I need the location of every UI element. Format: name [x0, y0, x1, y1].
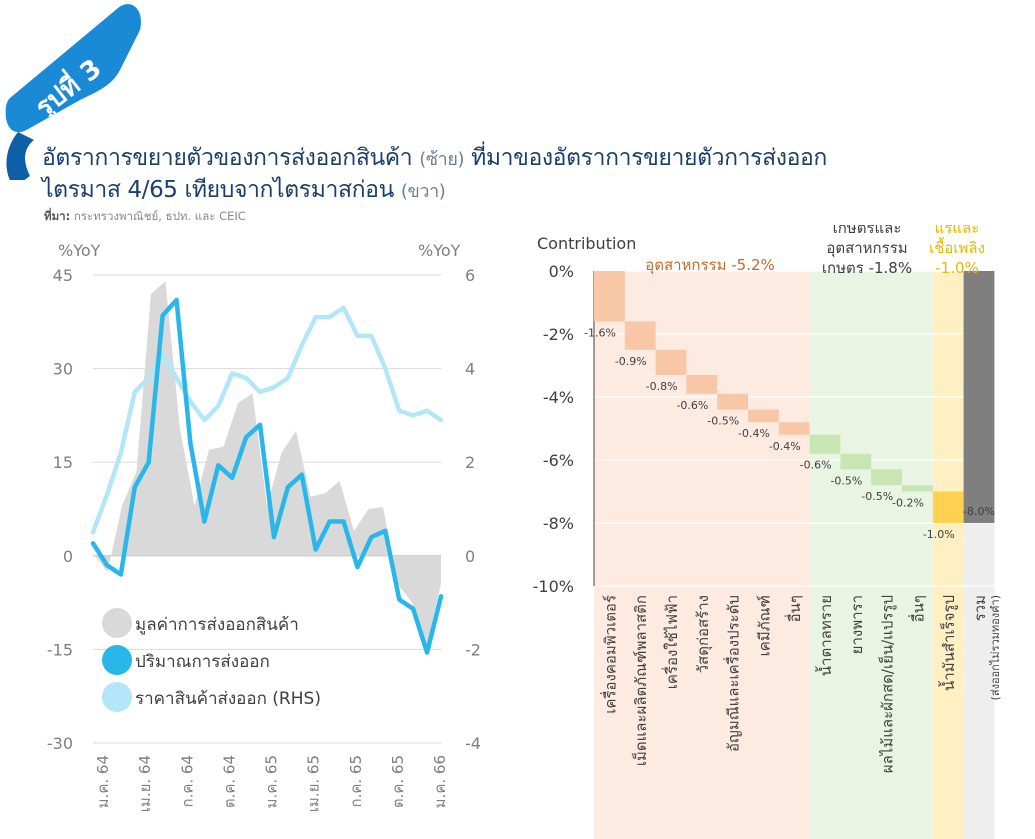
agri-band [810, 271, 933, 839]
wf-ytick-label: -6% [543, 451, 574, 470]
wf-bar [686, 375, 717, 394]
left-xtick-label: ก.ค. 65 [347, 755, 365, 808]
wf-value-label: -0.5% [830, 474, 862, 487]
wf-category-label: วัสดุก่อสร้าง [694, 595, 713, 673]
left-ytick-label: 45 [53, 266, 73, 285]
wf-category-label: เครื่องใช้ไฟฟ้า [661, 595, 681, 689]
left-xtick-label: ม.ค. 65 [263, 755, 281, 808]
wf-ytick-label: -10% [533, 577, 574, 596]
agri-group-label: เกษตร -1.8% [822, 259, 912, 277]
fuel-band [933, 271, 964, 839]
fuel-group-label: แร่และ [935, 225, 980, 237]
legend-export-price-swatch [102, 682, 132, 712]
right-ytick-label: 4 [465, 360, 475, 379]
legend-export-volume-swatch [102, 645, 132, 675]
legend-export-price-label: ราคาสินค้าส่งออก (RHS) [135, 689, 321, 709]
wf-value-label: -1.0% [923, 528, 955, 541]
wf-ytick-label: -4% [543, 388, 574, 407]
wf-value-label: -0.5% [707, 415, 739, 428]
wf-bar [810, 435, 841, 454]
wf-category-label: อัญมณีและเครื่องประดับ [723, 595, 743, 752]
agri-group-label: อุตสาหกรรม [826, 239, 907, 258]
title-line1-tail: ที่มาของอัตราการขยายตัวการส่งออก [471, 145, 827, 171]
legend-export-value-label: มูลค่าการส่งออกสินค้า [135, 615, 299, 635]
title-line1-paren: (ซ้าย) [419, 149, 464, 170]
wf-bar [902, 485, 933, 491]
left-line-chart: %YoY %YoY 45 30 15 0 -15 -30 6 4 2 0 -2 -4 ม.ค. 64 เ… [0, 225, 520, 839]
wf-category-label: อื่นๆ [784, 595, 804, 622]
fuel-group-label: -1.0% [935, 259, 979, 277]
right-ytick-label: 2 [465, 453, 475, 472]
right-ytick-label: -2 [465, 640, 481, 659]
agri-group-label: เกษตรและ [833, 225, 902, 237]
title-line-1: อัตราการขยายตัวของการส่งออกสินค้า (ซ้าย)… [42, 143, 827, 175]
wf-ytick-label: -8% [543, 514, 574, 533]
left-ytick-label: 30 [53, 360, 73, 379]
wf-category-label: รวม [971, 595, 989, 621]
wf-ytick-label: 0% [549, 262, 574, 281]
right-axis-title: %YoY [418, 241, 461, 260]
wf-bar [964, 271, 995, 523]
wf-value-label: -0.5% [861, 490, 893, 503]
wf-value-label: -1.6% [584, 326, 616, 339]
left-ytick-label: 15 [53, 453, 73, 472]
left-xtick-label: เม.ย. 65 [305, 755, 323, 812]
source-text: กระทรวงพาณิชย์, ธปท. และ CEIC [74, 209, 246, 223]
left-xtick-label: ต.ค. 64 [220, 755, 238, 808]
source-label: ที่มา: [44, 209, 70, 223]
figure-title: อัตราการขยายตัวของการส่งออกสินค้า (ซ้าย)… [42, 143, 827, 207]
right-ytick-label: 0 [465, 547, 475, 566]
wf-bar [840, 454, 871, 470]
left-xtick-label: ก.ค. 64 [178, 755, 196, 808]
right-waterfall-chart: Contribution -1.6%-0.9%-0.8%-0.6%-0.5%-0… [520, 225, 1035, 839]
wf-category-sublabel: (ส่งออกไม่รวมทองคำ) [989, 595, 1002, 700]
wf-bar [594, 271, 625, 321]
fuel-group-label: เชื้อเพลิง [929, 237, 985, 257]
wf-value-label: -0.6% [800, 459, 832, 472]
left-xtick-label: ม.ค. 66 [431, 755, 449, 808]
wf-bar [748, 410, 779, 423]
wf-category-label: เครื่องคอมพิวเตอร์ [599, 595, 619, 714]
wf-value-label: -0.4% [769, 440, 801, 453]
industry-group-label: อุตสาหกรรม -5.2% [645, 256, 775, 275]
wf-bar [625, 321, 656, 349]
legend-export-volume-label: ปริมาณการส่งออก [135, 652, 270, 672]
title-line1-main: อัตราการขยายตัวของการส่งออกสินค้า [42, 145, 412, 171]
contribution-axis-title: Contribution [537, 234, 636, 253]
left-ytick-label: -15 [47, 640, 73, 659]
wf-category-label: เคมีภัณฑ์ [755, 595, 773, 656]
wf-value-label: -8.0% [963, 505, 995, 518]
left-ytick-label: 0 [63, 547, 73, 566]
wf-ytick-label: -2% [543, 325, 574, 344]
wf-bar [656, 350, 687, 375]
wf-category-label: เม็ดและผลิตภัณฑ์พลาสติก [631, 595, 650, 766]
wf-value-label: -0.9% [615, 355, 647, 368]
wf-bar [933, 492, 964, 524]
left-xtick-label: ต.ค. 65 [389, 755, 407, 808]
wf-category-label: น้ำตาลทราย [815, 595, 835, 676]
right-ytick-label: -4 [465, 734, 481, 753]
left-ytick-label: -30 [47, 734, 73, 753]
wf-category-label: น้ำมันสำเร็จรูป [938, 595, 958, 691]
wf-category-label: ยางพารา [848, 595, 866, 654]
wf-bar [779, 422, 810, 435]
legend-export-value-swatch [102, 608, 132, 638]
wf-category-label: ผลไม้และผักสด/เย็น/แปรรูป [878, 595, 897, 773]
title-line-2: ไตรมาส 4/65 เทียบจากไตรมาสก่อน (ขวา) [42, 175, 827, 207]
wf-bar [871, 469, 902, 485]
wf-value-label: -0.8% [646, 380, 678, 393]
left-axis-title: %YoY [58, 241, 101, 260]
wf-category-label: อื่นๆ [907, 595, 927, 622]
left-xtick-label: ม.ค. 64 [94, 755, 112, 808]
wf-bar [717, 394, 748, 410]
wf-value-label: -0.6% [676, 399, 708, 412]
right-ytick-label: 6 [465, 266, 475, 285]
title-line2-main: ไตรมาส 4/65 เทียบจากไตรมาสก่อน [42, 177, 394, 203]
left-xtick-label: เม.ย. 64 [136, 755, 154, 812]
title-line2-paren: (ขวา) [401, 181, 446, 202]
wf-value-label: -0.2% [892, 497, 924, 510]
wf-value-label: -0.4% [738, 427, 770, 440]
source-note: ที่มา: กระทรวงพาณิชย์, ธปท. และ CEIC [44, 208, 246, 226]
